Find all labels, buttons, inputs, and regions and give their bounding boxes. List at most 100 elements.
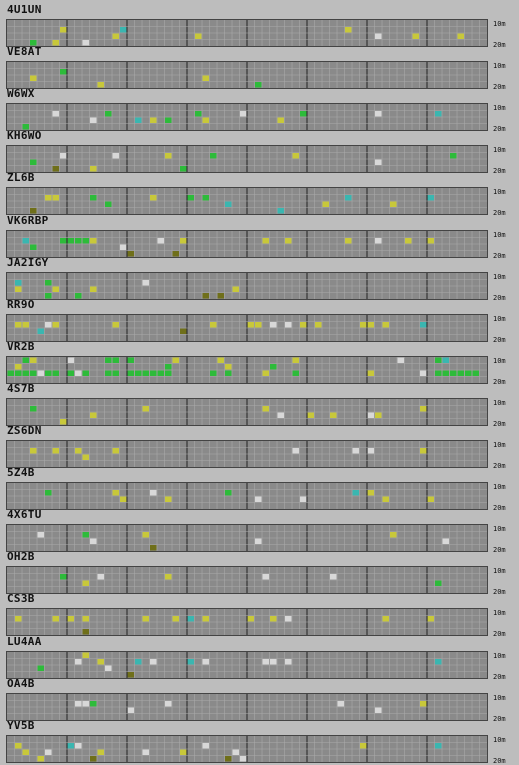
- band-activity-grid: [6, 524, 488, 553]
- band-activity-grid: [6, 566, 488, 595]
- activity-cell: [202, 616, 209, 622]
- activity-cell: [382, 496, 389, 503]
- band-activity-grid: [6, 145, 488, 174]
- activity-cell: [82, 40, 89, 46]
- activity-cell: [105, 357, 112, 363]
- activity-cell: [150, 490, 157, 496]
- activity-cell: [247, 321, 254, 328]
- activity-cell: [165, 574, 172, 580]
- activity-cell: [420, 370, 427, 376]
- activity-cell: [292, 357, 299, 363]
- activity-cell: [367, 448, 374, 454]
- activity-cell: [45, 370, 52, 376]
- activity-cell: [60, 69, 67, 75]
- activity-cell: [270, 616, 277, 622]
- activity-cell: [45, 321, 52, 328]
- activity-grid-svg: [7, 693, 487, 720]
- activity-cell: [15, 616, 22, 622]
- activity-cell: [60, 237, 67, 243]
- activity-cell: [60, 27, 67, 33]
- band-label-20m: 20m: [493, 630, 506, 639]
- activity-cell: [180, 237, 187, 243]
- activity-cell: [180, 328, 187, 334]
- activity-cell: [427, 237, 434, 243]
- activity-cell: [90, 700, 97, 707]
- activity-cell: [202, 117, 209, 124]
- station-row: YV5B 10m 20m: [0, 719, 519, 765]
- activity-cell: [15, 321, 22, 328]
- activity-cell: [375, 111, 382, 117]
- activity-cell: [75, 237, 82, 243]
- activity-cell: [360, 321, 367, 328]
- activity-cell: [22, 370, 29, 376]
- band-label-20m: 20m: [493, 167, 506, 176]
- activity-cell: [255, 321, 262, 328]
- activity-cell: [315, 321, 322, 328]
- activity-cell: [262, 405, 269, 412]
- band-label-20m: 20m: [493, 714, 506, 723]
- band-label-10m: 10m: [493, 441, 506, 449]
- activity-cell: [435, 357, 442, 363]
- activity-cell: [90, 117, 97, 124]
- station-callsign: ZL6B: [7, 171, 35, 185]
- activity-cell: [240, 111, 247, 117]
- activity-cell: [75, 448, 82, 454]
- activity-cell: [232, 286, 239, 292]
- band-activity-grid: [6, 103, 488, 132]
- activity-grid-svg: [7, 567, 487, 594]
- activity-cell: [105, 201, 112, 208]
- band-label-10m: 10m: [493, 188, 506, 197]
- activity-cell: [60, 574, 67, 580]
- activity-cell: [82, 370, 89, 376]
- activity-cell: [345, 195, 352, 201]
- activity-cell: [15, 370, 22, 376]
- activity-cell: [157, 370, 164, 376]
- activity-grid-svg: [7, 735, 487, 762]
- band-activity-grid: [6, 397, 488, 426]
- activity-cell: [60, 153, 67, 159]
- station-row: W6WX 10m 20m: [0, 87, 519, 133]
- activity-cell: [67, 616, 74, 622]
- activity-cell: [90, 755, 97, 762]
- station-row: ZS6DN 10m 20m: [0, 424, 519, 470]
- activity-cell: [105, 665, 112, 671]
- station-row: CS3B 10m 20m: [0, 592, 519, 639]
- activity-cell: [112, 357, 119, 363]
- activity-cell: [67, 357, 74, 363]
- activity-cell: [30, 244, 37, 250]
- station-callsign: RR9O: [7, 297, 35, 311]
- activity-cell: [150, 545, 157, 551]
- activity-cell: [37, 328, 44, 334]
- activity-grid-svg: [7, 146, 487, 173]
- activity-cell: [180, 749, 187, 755]
- band-label-20m: 20m: [493, 588, 506, 597]
- activity-cell: [142, 279, 149, 286]
- band-label-10m: 10m: [493, 398, 506, 407]
- activity-cell: [300, 111, 307, 117]
- activity-cell: [7, 370, 14, 376]
- activity-cell: [255, 82, 262, 88]
- station-callsign: 4S7B: [7, 381, 35, 395]
- band-activity-grid: [6, 482, 488, 511]
- band-label-20m: 20m: [493, 546, 506, 555]
- activity-grid-svg: [7, 230, 487, 257]
- activity-cell: [352, 490, 359, 496]
- activity-cell: [390, 532, 397, 538]
- activity-cell: [165, 153, 172, 159]
- activity-cell: [217, 357, 224, 363]
- activity-cell: [337, 700, 344, 707]
- activity-cell: [225, 370, 232, 376]
- activity-grid-svg: [7, 483, 487, 510]
- activity-cell: [127, 671, 134, 677]
- band-label-20m: 20m: [493, 756, 506, 765]
- station-callsign: 5Z4B: [7, 466, 35, 480]
- activity-cell: [217, 292, 224, 299]
- activity-cell: [127, 707, 134, 713]
- activity-cell: [127, 370, 134, 376]
- activity-cell: [67, 237, 74, 243]
- activity-cell: [112, 448, 119, 454]
- activity-cell: [210, 321, 217, 328]
- activity-cell: [165, 363, 172, 370]
- activity-cell: [367, 412, 374, 418]
- band-label-20m: 20m: [493, 377, 506, 386]
